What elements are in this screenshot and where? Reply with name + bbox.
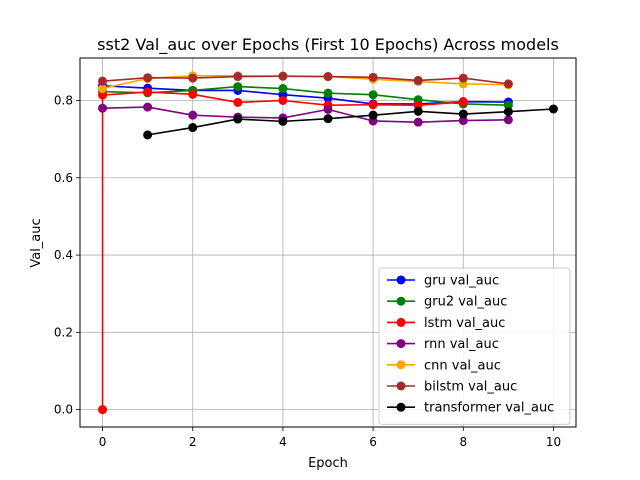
data-point (323, 104, 333, 114)
legend-marker (396, 360, 406, 370)
legend-box (378, 267, 571, 425)
series-2 (98, 87, 468, 415)
x-axis-label: Epoch (308, 456, 348, 471)
series-line (101, 91, 464, 410)
data-point (503, 107, 513, 117)
legend-label: cnn val_auc (424, 358, 501, 373)
data-point (278, 84, 288, 94)
data-point (98, 405, 108, 415)
series-4 (98, 71, 513, 94)
data-point (143, 87, 153, 97)
legend-marker (396, 317, 406, 327)
data-point (413, 106, 423, 116)
data-point (368, 100, 378, 110)
legend-marker (396, 296, 406, 306)
y-tick-label: 0.4 (54, 248, 73, 262)
data-point (278, 116, 288, 126)
data-point (503, 100, 513, 110)
legend-item: bilstm val_auc (387, 380, 517, 395)
legend-marker (396, 402, 406, 412)
data-point (98, 90, 108, 100)
series-line (102, 85, 509, 105)
data-point (458, 73, 468, 83)
data-point (323, 88, 333, 98)
y-tick-label: 0.2 (54, 325, 73, 339)
data-point (548, 104, 558, 114)
legend-marker (396, 275, 406, 285)
data-point (368, 90, 378, 100)
data-point (413, 75, 423, 85)
y-axis-label: Val_auc (29, 218, 44, 267)
y-tick-label: 0.6 (54, 171, 73, 185)
data-point (98, 76, 108, 86)
legend-label: rnn val_auc (424, 337, 499, 352)
legend-item: transformer val_auc (387, 401, 554, 416)
data-point (233, 82, 243, 92)
legend-item: rnn val_auc (387, 337, 499, 352)
data-point (188, 89, 198, 99)
data-point (503, 115, 513, 125)
series-group (98, 71, 558, 415)
legend-label: bilstm val_auc (424, 380, 517, 395)
legend-label: transformer val_auc (424, 401, 554, 416)
series-5 (98, 71, 513, 89)
data-point (413, 117, 423, 127)
legend-item: cnn val_auc (387, 358, 501, 373)
series-line (147, 108, 554, 136)
data-point (233, 114, 243, 124)
x-tick-label: 0 (99, 435, 107, 449)
data-point (368, 110, 378, 120)
data-point (458, 109, 468, 119)
legend-label: gru val_auc (424, 274, 499, 289)
legend-item: gru val_auc (387, 274, 499, 289)
x-tick-label: 6 (369, 435, 377, 449)
legend-item: gru2 val_auc (387, 295, 507, 310)
legend-item: lstm val_auc (387, 316, 505, 331)
x-tick-label: 2 (189, 435, 197, 449)
legend-marker (396, 381, 406, 391)
data-point (143, 102, 153, 112)
series-line (102, 85, 509, 106)
data-point (503, 79, 513, 89)
series-line (102, 75, 509, 85)
series-line (102, 106, 509, 123)
data-point (98, 84, 108, 94)
data-point (188, 123, 198, 133)
chart-title: sst2 Val_auc over Epochs (First 10 Epoch… (97, 35, 559, 55)
data-point (188, 110, 198, 120)
data-point (278, 71, 288, 81)
series-6 (143, 104, 558, 140)
legend-marker (396, 339, 406, 349)
data-point (413, 100, 423, 110)
data-point (233, 72, 243, 82)
data-point (458, 116, 468, 126)
data-point (323, 72, 333, 82)
legend-label: lstm val_auc (424, 316, 505, 331)
x-tick-label: 8 (459, 435, 467, 449)
series-0 (98, 81, 513, 109)
y-tick-label: 0.8 (54, 94, 73, 108)
data-point (233, 97, 243, 107)
legend-label: gru2 val_auc (424, 295, 507, 310)
data-point (368, 72, 378, 82)
data-point (143, 130, 153, 140)
data-point (323, 114, 333, 124)
plot-frame (79, 57, 577, 428)
y-tick-label: 0.0 (54, 403, 73, 417)
axis-ticks: 0 2 4 6 8 10 0.0 0.2 0.4 0.6 0.8 (54, 94, 561, 449)
x-tick-label: 10 (546, 435, 561, 449)
data-point (458, 97, 468, 107)
data-point (143, 73, 153, 83)
x-tick-label: 4 (279, 435, 287, 449)
series-3 (98, 102, 513, 127)
data-point (188, 73, 198, 83)
data-point (278, 96, 288, 106)
data-point (98, 103, 108, 113)
